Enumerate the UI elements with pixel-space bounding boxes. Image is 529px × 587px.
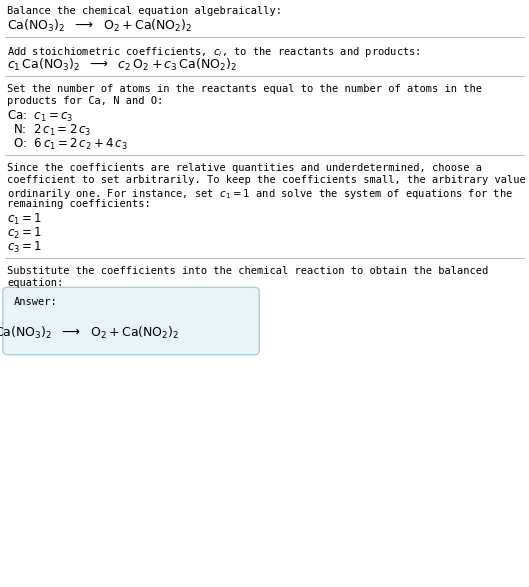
Text: $c_3 = 1$: $c_3 = 1$: [7, 240, 42, 255]
Text: Balance the chemical equation algebraically:: Balance the chemical equation algebraica…: [7, 6, 282, 16]
Text: coefficient to set arbitrarily. To keep the coefficients small, the arbitrary va: coefficient to set arbitrarily. To keep …: [7, 175, 529, 185]
Text: N:  $2\,c_1 = 2\,c_3$: N: $2\,c_1 = 2\,c_3$: [13, 123, 92, 138]
Text: equation:: equation:: [7, 278, 63, 288]
Text: O:  $6\,c_1 = 2\,c_2 + 4\,c_3$: O: $6\,c_1 = 2\,c_2 + 4\,c_3$: [13, 137, 127, 152]
Text: Answer:: Answer:: [13, 296, 57, 306]
Text: Since the coefficients are relative quantities and underdetermined, choose a: Since the coefficients are relative quan…: [7, 163, 482, 173]
FancyBboxPatch shape: [3, 287, 259, 355]
Text: remaining coefficients:: remaining coefficients:: [7, 199, 151, 209]
Text: ordinarily one. For instance, set $c_1 = 1$ and solve the system of equations fo: ordinarily one. For instance, set $c_1 =…: [7, 187, 513, 201]
Text: $c_2 = 1$: $c_2 = 1$: [7, 226, 42, 241]
Text: Set the number of atoms in the reactants equal to the number of atoms in the: Set the number of atoms in the reactants…: [7, 84, 482, 94]
Text: Add stoichiometric coefficients, $c_i$, to the reactants and products:: Add stoichiometric coefficients, $c_i$, …: [7, 45, 421, 59]
Text: $c_1 = 1$: $c_1 = 1$: [7, 212, 42, 227]
Text: $\mathsf{Ca(NO_3)_2}$  $\longrightarrow$  $\mathsf{O_2 + Ca(NO_2)_2}$: $\mathsf{Ca(NO_3)_2}$ $\longrightarrow$ …: [7, 18, 193, 34]
Text: Substitute the coefficients into the chemical reaction to obtain the balanced: Substitute the coefficients into the che…: [7, 266, 488, 276]
Text: Ca:  $c_1 = c_3$: Ca: $c_1 = c_3$: [7, 109, 74, 124]
Text: $\mathsf{Ca(NO_3)_2}$  $\longrightarrow$  $\mathsf{O_2 + Ca(NO_2)_2}$: $\mathsf{Ca(NO_3)_2}$ $\longrightarrow$ …: [0, 325, 179, 340]
Text: products for Ca, N and O:: products for Ca, N and O:: [7, 96, 163, 106]
Text: $c_1\,\mathsf{Ca(NO_3)_2}$  $\longrightarrow$  $c_2\,\mathsf{O_2} + c_3\,\mathsf: $c_1\,\mathsf{Ca(NO_3)_2}$ $\longrightar…: [7, 57, 237, 73]
